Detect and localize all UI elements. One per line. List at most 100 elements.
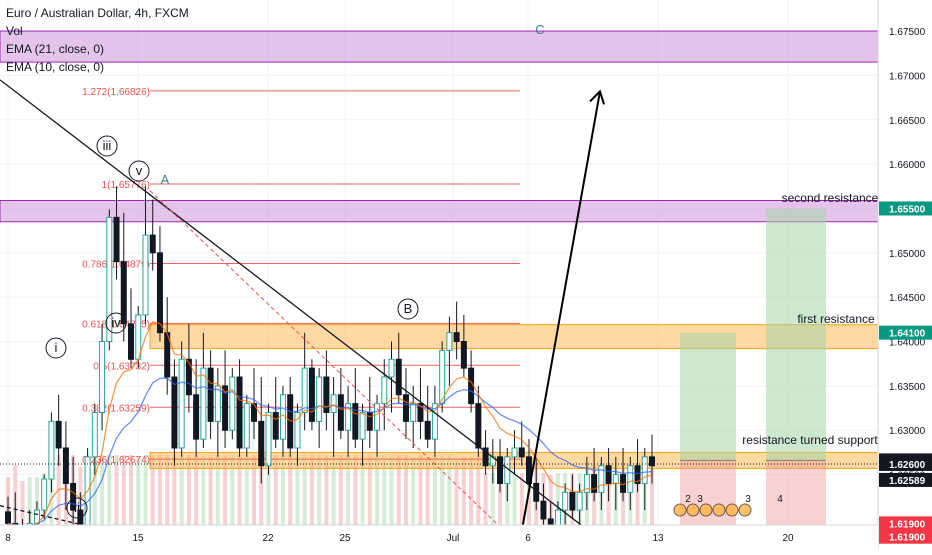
candle-body [214,385,221,422]
candle-body [185,358,192,396]
candle-body [113,216,120,263]
event-marker [699,503,713,517]
candle-body [525,456,532,484]
annotation-first-resistance: first resistance [797,312,875,326]
volume-bar [34,477,39,525]
volume-bar [100,455,105,525]
event-marker [673,503,687,517]
volume-bar [346,455,351,525]
time-tick-label: 22 [262,533,274,544]
wave-label: ii [74,500,80,515]
volume-bar [331,455,336,525]
fib-label: 1.272(1.66826) [82,87,150,98]
wave-label: i [55,340,58,355]
digit-label: 4 [777,494,783,505]
candle-body [236,376,243,449]
candle-body [583,474,590,493]
price-label-bg [879,201,932,216]
time-tick-label: 13 [652,533,664,544]
volume-bar [432,455,437,525]
volume-bar [230,455,235,525]
annotation-support: resistance turned support [742,433,878,447]
volume-bar [635,465,640,525]
annotations: second resistance first resistance resista… [742,191,878,447]
wave-label: iv [111,315,121,330]
price-label: 1.62589 [889,476,926,487]
volume-bar [403,455,408,525]
volume-bar [237,455,242,525]
candle-body [243,403,250,449]
volume-bar [498,465,503,525]
volume-bar [367,455,372,525]
volume-bar [476,455,481,525]
volume-bar [266,455,271,525]
volume-bar [317,455,322,525]
volume-bar [353,455,358,525]
candle-body [251,403,258,422]
volume-bar [129,455,134,525]
candle-body [55,420,62,449]
price-tick-label: 1.64000 [889,338,926,349]
volume-bar [411,457,416,525]
volume-bar [150,455,155,525]
candle-body [70,482,77,511]
candle-body [511,447,518,458]
candle-body [229,376,236,431]
candle-body [605,465,612,484]
candle-body [200,367,207,440]
fib-diagonal [149,190,516,542]
price-label-bg [879,472,932,487]
volume-bar [157,455,162,525]
candle-body [301,367,308,414]
price-tick-label: 1.63500 [889,382,926,393]
volume-bar [425,457,430,525]
candle-body [193,394,200,440]
volume-bar [259,455,264,525]
stop-box [766,460,826,528]
candle-body [142,234,149,316]
volume-bar [309,455,314,525]
price-tick-label: 1.66000 [889,160,926,171]
volume-bar [324,455,329,525]
volume-bar [136,457,141,525]
candle-body [323,376,330,414]
price-label: 1.61900 [889,519,926,530]
volume-bar [483,473,488,525]
volume-bar [512,473,517,525]
time-tick-label: Jul [447,533,460,544]
volume-bar [454,461,459,525]
candle-body [591,474,598,493]
price-label: 1.62600 [889,460,926,471]
indicator-ema10: EMA (10, close, 0) [6,60,105,74]
volume-bar [20,481,25,525]
time-axis-bg [0,525,878,550]
candle-body [106,216,113,343]
fib-label: 0.618(1.64205) [82,319,150,330]
event-marker [686,503,700,517]
candle-body [91,412,98,458]
ema-line [7,320,653,529]
fib-label: 1(1.65776) [102,180,150,191]
volume-bar [215,455,220,525]
volume-bar [288,455,293,525]
candle-body [576,491,583,511]
candle-body [649,456,655,467]
wave-circle [96,135,118,157]
candle-body [562,491,569,511]
candle-body [272,412,279,440]
candle-body [359,412,366,440]
candle-body [446,332,453,351]
volume-bar [201,455,206,525]
volume-bar [244,457,249,525]
arrow-head [589,89,605,105]
volume-bar [302,455,307,525]
digit-label: 3 [697,494,703,505]
target-box [766,208,826,461]
candle-body [99,341,106,413]
digit-label: 3 [745,494,751,505]
zone-band [0,199,879,223]
time-tick-label: 15 [132,533,144,544]
candle-body [424,420,431,440]
